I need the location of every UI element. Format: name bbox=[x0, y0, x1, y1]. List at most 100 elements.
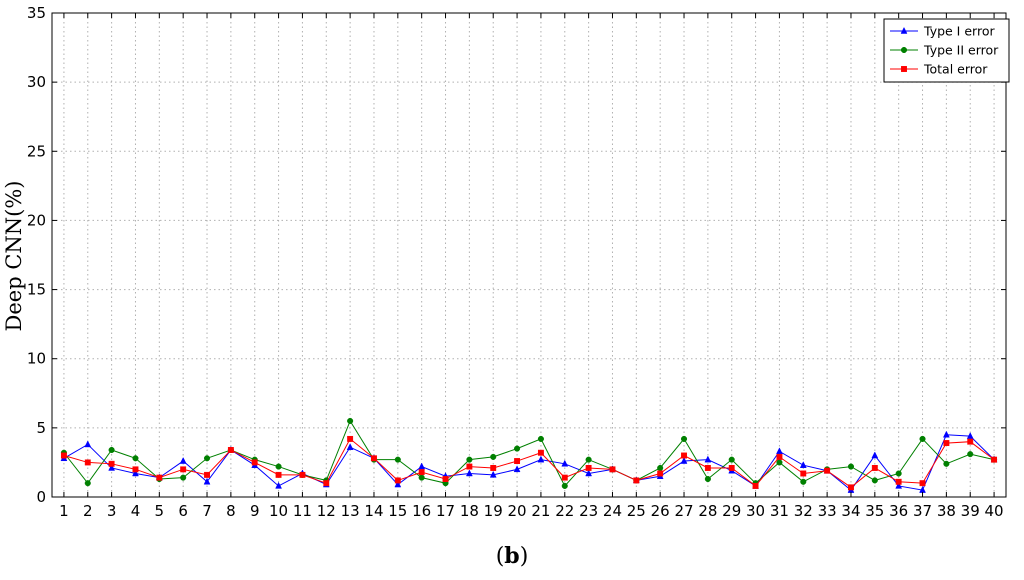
x-tick-label: 1 bbox=[59, 502, 69, 520]
x-tick-label: 25 bbox=[627, 502, 646, 520]
data-point bbox=[490, 453, 497, 460]
data-point bbox=[537, 435, 544, 442]
data-point bbox=[465, 469, 473, 477]
y-tick-label: 10 bbox=[27, 350, 46, 368]
data-point bbox=[895, 478, 902, 485]
data-point bbox=[680, 456, 688, 464]
x-tick-label: 6 bbox=[178, 502, 188, 520]
data-point bbox=[967, 438, 974, 445]
x-tick-label: 27 bbox=[674, 502, 693, 520]
data-point bbox=[466, 463, 473, 470]
series-type-ii-error bbox=[60, 417, 998, 489]
data-point bbox=[323, 480, 330, 487]
data-point bbox=[180, 466, 187, 473]
data-point bbox=[418, 462, 426, 470]
x-tick-label: 10 bbox=[269, 502, 288, 520]
legend-marker bbox=[901, 66, 907, 72]
x-tick-label: 34 bbox=[841, 502, 860, 520]
data-point bbox=[561, 474, 568, 481]
x-tick-label: 5 bbox=[155, 502, 165, 520]
y-axis-label: Deep CNN(%) bbox=[2, 181, 26, 332]
y-tick-label: 15 bbox=[27, 281, 46, 299]
data-point bbox=[394, 480, 402, 488]
data-point bbox=[203, 455, 211, 462]
data-point bbox=[132, 469, 139, 477]
data-point bbox=[466, 456, 473, 463]
data-point bbox=[966, 432, 974, 439]
data-point bbox=[728, 465, 735, 471]
data-point bbox=[943, 460, 950, 467]
data-point bbox=[299, 471, 306, 478]
data-point bbox=[84, 459, 91, 466]
series-layer bbox=[60, 417, 998, 493]
data-point bbox=[108, 446, 115, 454]
data-point bbox=[203, 477, 211, 485]
data-point bbox=[585, 465, 592, 471]
x-tick-label: 36 bbox=[889, 502, 908, 520]
data-point bbox=[800, 478, 807, 485]
data-point bbox=[537, 449, 544, 456]
data-point bbox=[418, 474, 425, 481]
data-point bbox=[275, 471, 282, 478]
data-point bbox=[489, 470, 497, 478]
data-point bbox=[561, 482, 568, 489]
data-point bbox=[657, 470, 664, 477]
x-tick-label: 29 bbox=[722, 502, 741, 520]
data-point bbox=[919, 435, 926, 442]
data-point bbox=[490, 465, 497, 471]
data-point bbox=[895, 481, 903, 489]
data-point bbox=[728, 456, 735, 463]
x-tick-label: 4 bbox=[131, 502, 141, 520]
data-point bbox=[394, 477, 401, 484]
x-tick-label: 40 bbox=[985, 502, 1004, 520]
data-point bbox=[275, 463, 282, 470]
data-point bbox=[942, 430, 950, 438]
x-tick-label: 22 bbox=[555, 502, 574, 520]
data-point bbox=[776, 459, 783, 466]
x-tick-label: 15 bbox=[388, 502, 407, 520]
grid-lines bbox=[52, 12, 1006, 498]
legend: Type I error Type II error Total error bbox=[883, 18, 1010, 83]
data-point bbox=[442, 476, 449, 482]
x-tick-label: 23 bbox=[579, 502, 598, 520]
legend-label: Total error bbox=[923, 62, 988, 77]
data-point bbox=[776, 453, 783, 460]
data-point bbox=[108, 463, 116, 471]
data-point bbox=[179, 456, 187, 464]
y-tick-label: 30 bbox=[27, 73, 46, 91]
x-tick-label: 28 bbox=[698, 502, 717, 520]
data-point bbox=[871, 465, 878, 471]
x-tick-label: 14 bbox=[364, 502, 383, 520]
data-point bbox=[537, 455, 545, 463]
x-tick-label: 13 bbox=[341, 502, 360, 520]
x-tick-label: 12 bbox=[317, 502, 336, 520]
legend-label: Type II error bbox=[923, 43, 999, 58]
x-tick-label: 11 bbox=[293, 502, 312, 520]
series-line bbox=[63, 434, 995, 491]
data-point bbox=[513, 465, 521, 473]
x-tick-label: 21 bbox=[531, 502, 550, 520]
data-point bbox=[371, 455, 377, 462]
x-tick-label: 30 bbox=[746, 502, 765, 520]
data-point bbox=[418, 469, 425, 476]
data-point bbox=[680, 435, 688, 442]
data-point bbox=[967, 451, 974, 458]
y-tick-label: 25 bbox=[27, 142, 46, 160]
data-point bbox=[704, 465, 711, 471]
data-point bbox=[585, 456, 592, 463]
data-point bbox=[251, 459, 258, 466]
x-tick-label: 2 bbox=[83, 502, 93, 520]
x-tick-label: 7 bbox=[202, 502, 212, 520]
data-point bbox=[514, 445, 521, 452]
series-line bbox=[63, 438, 995, 488]
x-tick-label: 26 bbox=[651, 502, 670, 520]
series-type-i-error bbox=[60, 430, 998, 493]
data-point bbox=[585, 469, 593, 477]
data-point bbox=[943, 440, 950, 447]
x-tick-label: 17 bbox=[436, 502, 455, 520]
x-tick-label: 9 bbox=[250, 502, 260, 520]
data-point bbox=[347, 435, 354, 442]
x-tick-label: 38 bbox=[937, 502, 956, 520]
data-point bbox=[132, 455, 139, 462]
data-point bbox=[609, 466, 616, 473]
